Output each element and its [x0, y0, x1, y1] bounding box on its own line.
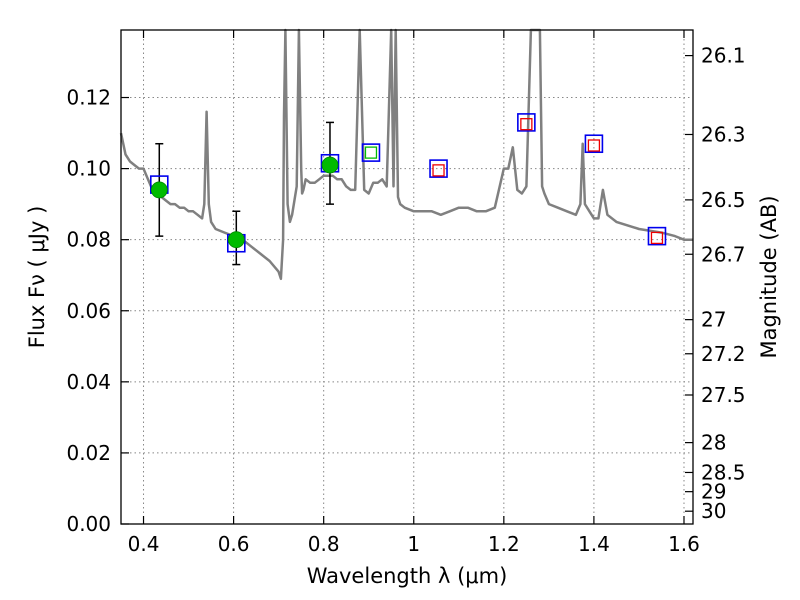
right-tick-label: 27.5 — [701, 383, 746, 407]
y-tick-label: 0.04 — [66, 370, 111, 394]
right-tick-label: 28.5 — [701, 460, 746, 484]
x-tick-label: 0.4 — [128, 532, 160, 556]
model-photometry-square — [361, 143, 381, 162]
predicted-photometry-square — [364, 146, 378, 159]
predicted-photometry-square — [587, 139, 601, 152]
model-photometry-square — [647, 226, 667, 246]
model-photometry-square — [429, 159, 448, 178]
y-tick-label: 0.00 — [66, 512, 111, 536]
x-tick-label: 1 — [407, 532, 420, 556]
y-tick-label: 0.02 — [66, 441, 111, 465]
right-tick-label: 27.2 — [701, 342, 746, 366]
plot-frame — [120, 29, 694, 525]
model-spectrum-line — [119, 28, 693, 281]
x-axis-label: Wavelength λ (μm) — [307, 564, 508, 588]
x-tick-label: 1.4 — [578, 532, 610, 556]
right-tick-label: 30 — [701, 499, 726, 523]
right-tick-label: 26.5 — [701, 188, 746, 212]
x-tick-label: 0.6 — [218, 532, 250, 556]
observed-point — [150, 181, 168, 199]
predicted-photometry-square — [432, 164, 445, 177]
photometry-layer — [149, 113, 667, 266]
y-tick-label: 0.06 — [66, 299, 111, 323]
y-tick-label: 0.10 — [66, 157, 111, 181]
right-tick-label: 26.1 — [701, 44, 746, 68]
y-tick-label: 0.08 — [66, 228, 111, 252]
right-tick-label: 26.7 — [701, 242, 746, 266]
model-photometry-square — [584, 134, 604, 154]
axis-ticks: 0.4 0.6 0.8 1 1.2 1.4 1.6 0.00 0.02 0.04 0.06 0.08 0… — [66, 30, 746, 556]
right-tick-label: 29 — [701, 480, 726, 504]
model-photometry-square — [517, 113, 536, 132]
x-tick-label: 1.2 — [488, 532, 520, 556]
observed-point — [227, 231, 245, 249]
right-tick-label: 26.3 — [701, 122, 746, 146]
y-axis-label: Flux Fν ( μJy ) — [25, 206, 49, 349]
x-tick-label: 1.6 — [668, 532, 700, 556]
predicted-photometry-square — [520, 118, 533, 131]
right-tick-label: 28 — [701, 431, 726, 455]
observed-point — [321, 156, 339, 174]
y-tick-label: 0.12 — [66, 86, 111, 110]
model-spectrum-layer — [119, 28, 693, 281]
x-tick-label: 0.8 — [308, 532, 340, 556]
predicted-photometry-square — [650, 231, 664, 245]
right-axis-label: Magnitude (AB) — [757, 195, 781, 358]
right-tick-label: 27 — [701, 308, 726, 332]
